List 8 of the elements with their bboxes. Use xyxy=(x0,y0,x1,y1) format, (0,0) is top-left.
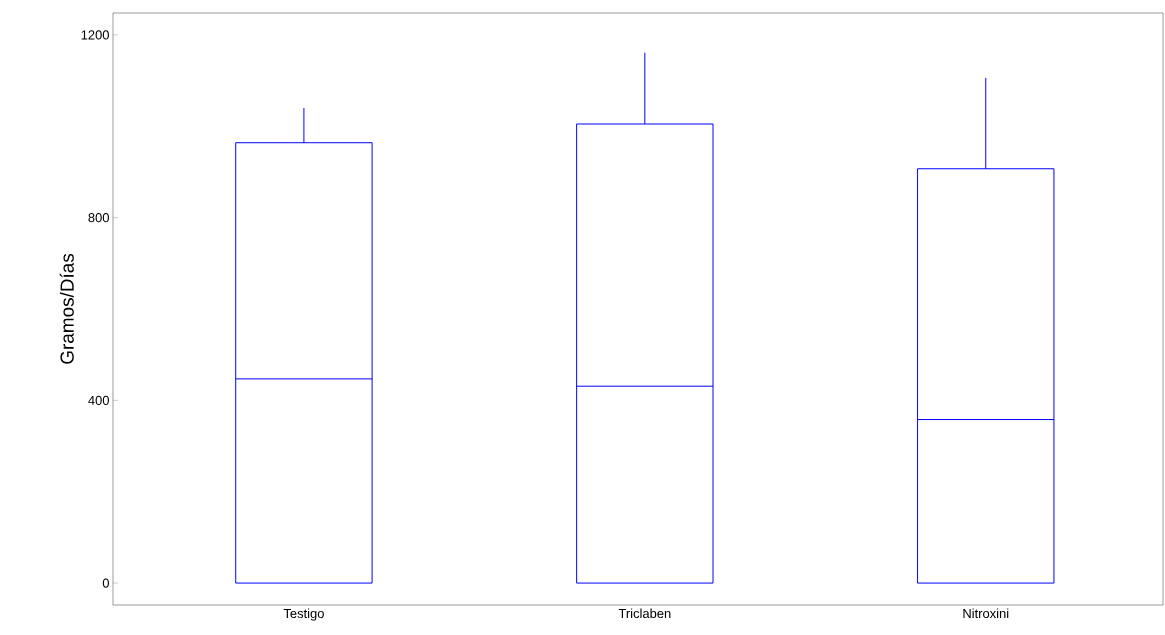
y-axis-title: Gramos/Días xyxy=(59,253,74,364)
y-tick-label: 1200 xyxy=(81,30,109,40)
y-tick-label: 400 xyxy=(88,395,109,405)
y-tick-label: 0 xyxy=(102,578,109,588)
y-tick-label: 800 xyxy=(88,213,109,223)
x-tick-label: Testigo xyxy=(283,608,324,621)
x-tick-label: Triclaben xyxy=(618,608,671,619)
x-tick-label: Nitroxini xyxy=(963,608,1009,619)
